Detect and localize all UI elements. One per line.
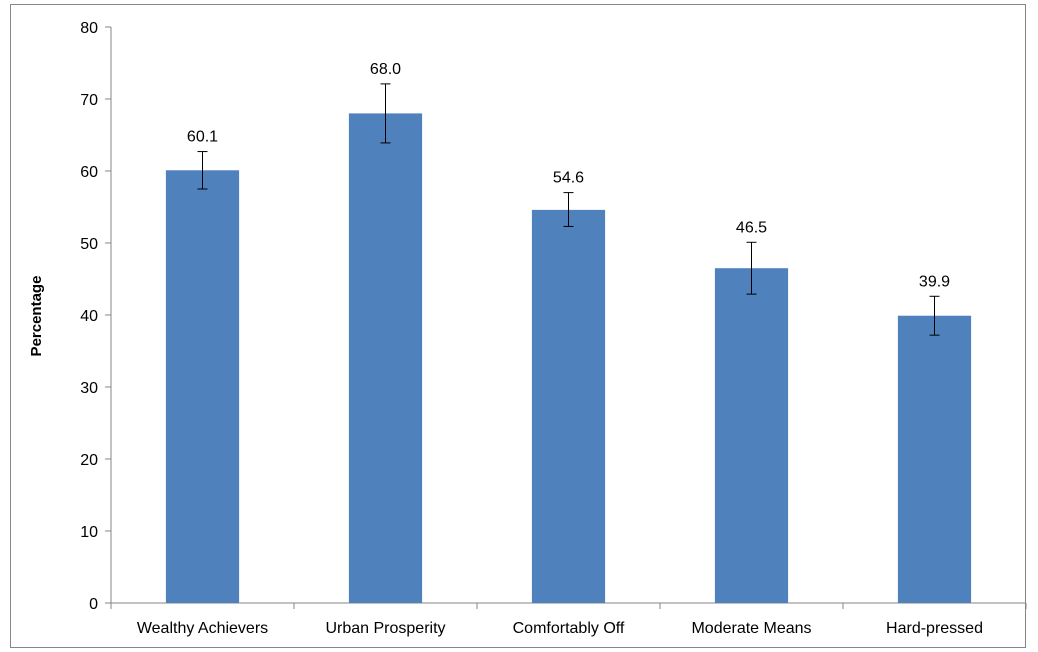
bar: [165, 170, 240, 603]
data-label: 54.6: [553, 170, 584, 187]
data-label: 46.5: [736, 219, 767, 236]
y-tick-label: 70: [80, 92, 98, 109]
y-tick-label: 20: [80, 452, 98, 469]
x-category-label: Wealthy Achievers: [137, 620, 268, 637]
bar: [531, 209, 606, 603]
y-tick-label: 10: [80, 524, 98, 541]
y-tick-label: 50: [80, 236, 98, 253]
y-tick-label: 80: [80, 20, 98, 37]
y-tick-label: 30: [80, 380, 98, 397]
y-tick-label: 60: [80, 164, 98, 181]
bar: [348, 113, 423, 604]
data-label: 60.1: [187, 129, 218, 146]
data-label: 68.0: [370, 61, 401, 78]
bar: [897, 315, 972, 603]
x-category-label: Moderate Means: [691, 620, 811, 637]
x-category-label: Comfortably Off: [513, 620, 625, 637]
labels: 60.1 Wealthy Achievers 68.0 Urban Prosperit…: [137, 61, 983, 637]
bars: [165, 83, 972, 604]
y-axis-title: Percentage: [28, 276, 45, 357]
axes: 0 10 20 30 40 50 60 70 80: [80, 20, 1027, 613]
x-category-label: Urban Prosperity: [325, 620, 445, 637]
data-label: 39.9: [919, 273, 950, 290]
y-tick-label: 0: [89, 596, 98, 613]
y-tick-label: 40: [80, 308, 98, 325]
bar: [714, 268, 789, 603]
x-category-label: Hard-pressed: [886, 620, 983, 637]
